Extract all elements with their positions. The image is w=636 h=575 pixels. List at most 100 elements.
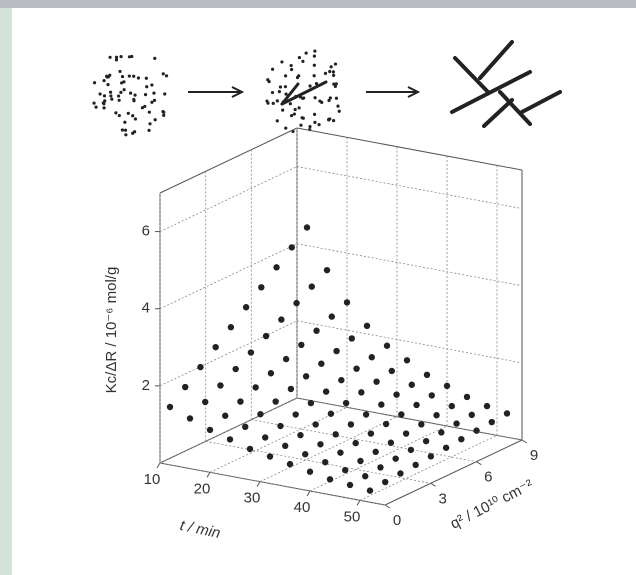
data-point (427, 453, 435, 460)
t-tick (156, 462, 161, 469)
particle (312, 63, 316, 67)
data-point (297, 431, 304, 439)
particle (153, 118, 157, 122)
data-point (366, 487, 374, 494)
q-tick-label: 9 (530, 447, 538, 464)
particle (289, 67, 294, 72)
particle (334, 82, 338, 86)
particle (332, 73, 336, 77)
data-point (318, 360, 325, 367)
particle (133, 117, 138, 121)
particle (313, 96, 317, 100)
data-point (257, 410, 264, 418)
grid-line (359, 434, 498, 501)
data-point (438, 429, 445, 436)
particle (308, 84, 312, 88)
data-point (402, 430, 410, 437)
particle (152, 91, 156, 95)
data-point (212, 343, 219, 351)
particle (275, 99, 279, 103)
fiber (478, 40, 514, 80)
arrows (188, 86, 421, 98)
t-tick-label: 10 (144, 471, 161, 488)
data-point (362, 473, 369, 480)
data-point (442, 444, 450, 451)
data-point (273, 264, 280, 271)
particle (284, 126, 288, 130)
particle (148, 122, 152, 126)
data-point (398, 411, 405, 418)
q-tick-label: 6 (484, 469, 492, 486)
particle (313, 120, 317, 125)
data-point (473, 427, 480, 434)
particle (132, 74, 136, 78)
branch (280, 80, 328, 106)
fiber (520, 90, 562, 114)
data-point (322, 388, 330, 395)
grid-line (209, 406, 348, 473)
fiber (450, 70, 532, 114)
arrow-head (231, 86, 245, 98)
data-point (362, 411, 370, 418)
data-point (242, 304, 250, 311)
particle (283, 85, 288, 89)
data-point (503, 410, 511, 417)
particle (327, 98, 331, 103)
particle (102, 106, 106, 110)
data-point (308, 283, 315, 290)
particle (332, 119, 336, 123)
data-point (312, 421, 319, 428)
top-bar (0, 0, 636, 8)
data-point (388, 367, 395, 375)
data-point (337, 449, 344, 456)
particle (127, 74, 131, 78)
data-point (328, 313, 335, 320)
particle (300, 116, 304, 120)
data-point (317, 441, 324, 448)
data-point (302, 451, 309, 458)
particle (297, 106, 301, 110)
data-point (293, 299, 300, 307)
data-point (458, 435, 465, 443)
data-point (377, 464, 384, 471)
particle (333, 84, 337, 89)
particle (117, 113, 121, 118)
particle (102, 79, 106, 83)
t-tick-label: 20 (194, 480, 211, 497)
particle (105, 74, 109, 78)
particle (114, 55, 119, 59)
data-point (338, 376, 345, 384)
grid-line (159, 243, 298, 310)
data-point (272, 398, 279, 405)
particle (265, 99, 269, 103)
particle (270, 90, 275, 95)
side-strip (0, 8, 12, 575)
box-edge (159, 127, 298, 194)
data-point (288, 244, 295, 251)
particle (297, 74, 301, 78)
data-point (202, 398, 209, 406)
particle (297, 55, 302, 60)
particle (119, 54, 123, 59)
particle (92, 101, 96, 105)
data-point (393, 391, 400, 398)
particle (122, 88, 126, 92)
particle (129, 91, 133, 95)
particle (118, 69, 122, 74)
data-point (412, 461, 419, 469)
data-point (182, 383, 189, 391)
data-point (408, 381, 415, 388)
z-tick-label: 6 (142, 223, 150, 240)
particle (301, 59, 305, 63)
particle (140, 106, 145, 110)
particle (271, 67, 275, 71)
data-point (302, 373, 310, 380)
data-point (383, 342, 391, 349)
particle (312, 112, 317, 116)
particle (284, 92, 288, 96)
particle (150, 100, 154, 104)
particle (103, 99, 107, 103)
particle (94, 105, 98, 109)
grid-line (159, 397, 298, 464)
particle (320, 100, 324, 104)
